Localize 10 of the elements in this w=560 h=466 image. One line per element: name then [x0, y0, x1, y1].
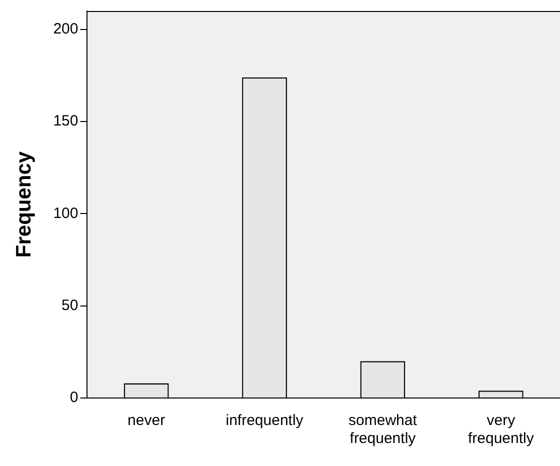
y-tick-label: 50 [62, 297, 78, 314]
y-tick-label: 0 [70, 389, 78, 406]
y-tick-label: 200 [53, 20, 78, 38]
y-tick-label: 150 [53, 112, 78, 130]
y-axis-title: Frequency [12, 151, 36, 258]
x-tick-label: never [128, 412, 166, 430]
x-tick-label: infrequently [226, 412, 304, 430]
x-tick-label: very frequently [468, 412, 534, 448]
x-tick-label: somewhat frequently [348, 412, 418, 448]
y-tick-label: 100 [53, 204, 78, 222]
